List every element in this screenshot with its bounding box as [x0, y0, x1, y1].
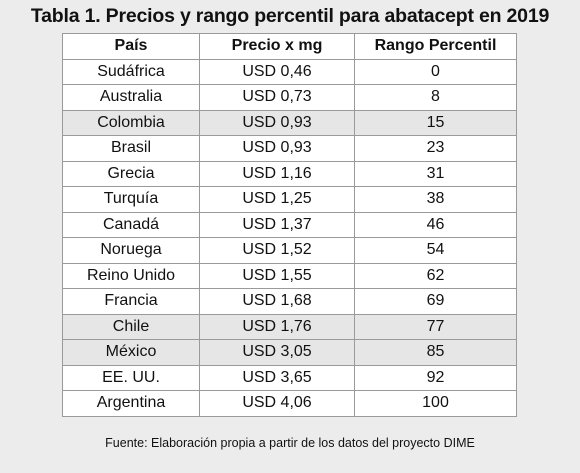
cell-rango: 54 — [354, 237, 517, 264]
cell-pais: Grecia — [62, 160, 200, 187]
table-header-row: País Precio x mg Rango Percentil — [62, 33, 517, 60]
cell-rango: 100 — [354, 390, 517, 417]
cell-rango: 15 — [354, 109, 517, 136]
table-body: Sudáfrica USD 0,46 0 Australia USD 0,73 … — [62, 58, 517, 417]
price-table: País Precio x mg Rango Percentil Sudáfri… — [62, 33, 517, 417]
cell-pais: Argentina — [62, 390, 200, 417]
table-row: Australia USD 0,73 8 — [62, 84, 517, 111]
table-title: Tabla 1. Precios y rango percentil para … — [30, 5, 550, 27]
cell-precio: USD 3,65 — [199, 364, 355, 391]
table-row: Argentina USD 4,06 100 — [62, 390, 517, 417]
cell-rango: 46 — [354, 211, 517, 238]
table-row: Turquía USD 1,25 38 — [62, 186, 517, 213]
cell-rango: 23 — [354, 135, 517, 162]
cell-precio: USD 0,46 — [199, 58, 355, 85]
table-row: EE. UU. USD 3,65 92 — [62, 364, 517, 391]
table-row: Reino Unido USD 1,55 62 — [62, 262, 517, 289]
cell-pais: Noruega — [62, 237, 200, 264]
cell-pais: Reino Unido — [62, 262, 200, 289]
cell-precio: USD 1,55 — [199, 262, 355, 289]
cell-precio: USD 4,06 — [199, 390, 355, 417]
cell-pais: México — [62, 339, 200, 366]
cell-pais: Chile — [62, 313, 200, 340]
table-row: Grecia USD 1,16 31 — [62, 160, 517, 187]
table-row: Canadá USD 1,37 46 — [62, 211, 517, 238]
source-note: Fuente: Elaboración propia a partir de l… — [105, 436, 475, 450]
cell-rango: 77 — [354, 313, 517, 340]
cell-precio: USD 0,93 — [199, 109, 355, 136]
cell-rango: 0 — [354, 58, 517, 85]
table-row: Colombia USD 0,93 15 — [62, 109, 517, 136]
cell-rango: 62 — [354, 262, 517, 289]
header-pais: País — [62, 33, 200, 60]
cell-pais: Australia — [62, 84, 200, 111]
cell-precio: USD 1,76 — [199, 313, 355, 340]
cell-rango: 69 — [354, 288, 517, 315]
table-row: Brasil USD 0,93 23 — [62, 135, 517, 162]
cell-precio: USD 1,25 — [199, 186, 355, 213]
cell-precio: USD 1,52 — [199, 237, 355, 264]
cell-pais: Canadá — [62, 211, 200, 238]
header-rango: Rango Percentil — [354, 33, 517, 60]
cell-precio: USD 1,16 — [199, 160, 355, 187]
cell-precio: USD 3,05 — [199, 339, 355, 366]
cell-rango: 8 — [354, 84, 517, 111]
cell-rango: 38 — [354, 186, 517, 213]
cell-pais: Turquía — [62, 186, 200, 213]
table-row: Chile USD 1,76 77 — [62, 313, 517, 340]
cell-precio: USD 0,73 — [199, 84, 355, 111]
cell-rango: 85 — [354, 339, 517, 366]
table-row: México USD 3,05 85 — [62, 339, 517, 366]
table-row: Francia USD 1,68 69 — [62, 288, 517, 315]
table-row: Sudáfrica USD 0,46 0 — [62, 58, 517, 85]
cell-pais: Sudáfrica — [62, 58, 200, 85]
cell-precio: USD 1,68 — [199, 288, 355, 315]
cell-precio: USD 0,93 — [199, 135, 355, 162]
table-row: Noruega USD 1,52 54 — [62, 237, 517, 264]
cell-rango: 92 — [354, 364, 517, 391]
cell-pais: EE. UU. — [62, 364, 200, 391]
cell-rango: 31 — [354, 160, 517, 187]
cell-precio: USD 1,37 — [199, 211, 355, 238]
cell-pais: Francia — [62, 288, 200, 315]
header-precio: Precio x mg — [199, 33, 355, 60]
cell-pais: Brasil — [62, 135, 200, 162]
cell-pais: Colombia — [62, 109, 200, 136]
